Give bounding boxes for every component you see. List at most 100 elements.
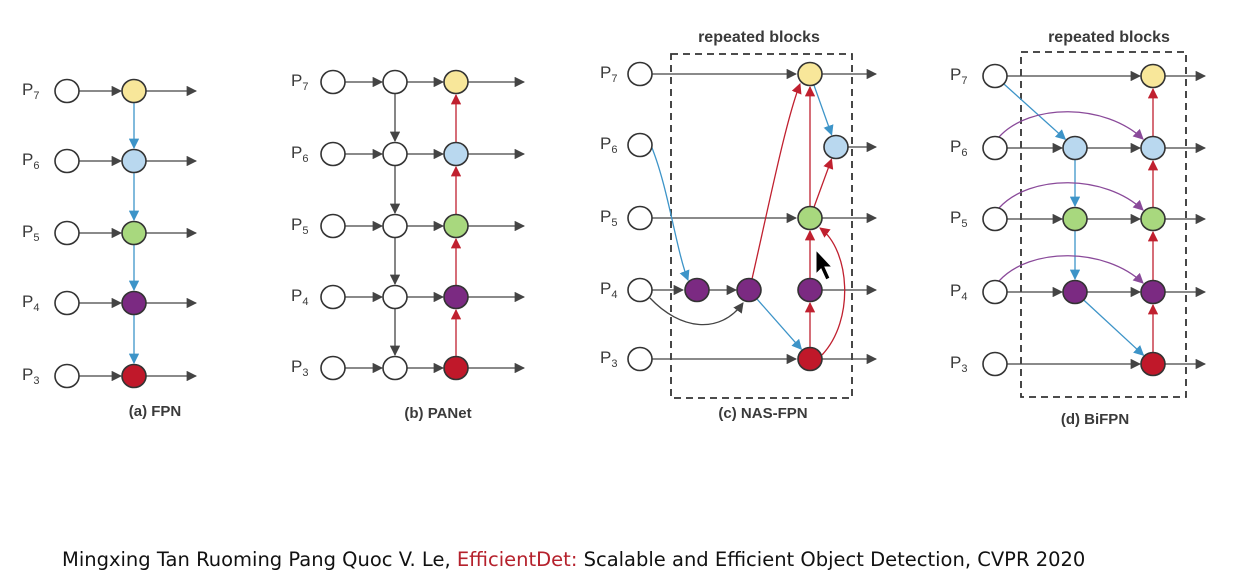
panet-mid-node-p6 [382,141,408,167]
citation: Mingxing Tan Ruoming Pang Quoc V. Le, Ef… [62,548,1085,571]
bifpn-mid-node-p5 [1062,206,1088,232]
panel-panet: P7 P6 P5 P4 P3 [291,69,526,381]
nasfpn-output-node-p7 [797,61,823,87]
fpn-input-node-p5 [54,220,80,246]
panet-input-node-p3 [320,355,346,381]
panet-input-node-p6 [320,141,346,167]
nasfpn-p4-skip-edge [649,297,744,326]
panet-mid-node-p3 [382,355,408,381]
fpn-label-p7: P7 [22,80,39,102]
bifpn-output-node-p3 [1140,351,1166,377]
nasfpn-p3-to-p5-edge [819,227,846,356]
panel-fpn: P7 P6 P5 P4 P3 [22,78,198,389]
caption-bifpn: (d) BiFPN [1061,411,1129,428]
bifpn-output-node-p6 [1140,135,1166,161]
bifpn-input-node-p7 [982,63,1008,89]
bifpn-p4-to-p3-edge [1083,299,1145,356]
bifpn-input-node-p3 [982,351,1008,377]
bifpn-input-node-p5 [982,206,1008,232]
nasfpn-input-node-p7 [627,61,653,87]
fpn-output-node-p4 [121,290,147,316]
nasfpn-output-node-p4 [797,277,823,303]
bifpn-output-node-p7 [1140,63,1166,89]
fpn-label-p3: P3 [22,365,39,387]
panet-mid-node-p7 [382,69,408,95]
fpn-label-p5: P5 [22,222,39,244]
caption-fpn: (a) FPN [129,403,182,420]
bifpn-skip-edge-p5 [998,182,1144,211]
citation-rest: Scalable and Efficient Object Detection,… [577,548,1086,571]
repeat-label-bifpn: repeated blocks [1048,29,1170,46]
nasfpn-input-node-p4 [627,277,653,303]
panet-label-p3: P3 [291,357,308,379]
bifpn-label-p6: P6 [950,137,967,159]
panet-mid-node-p5 [382,213,408,239]
bifpn-input-node-p4 [982,279,1008,305]
nasfpn-p4-intermediate-node-b [736,277,762,303]
nasfpn-p4b-to-p7-edge [751,83,802,280]
bifpn-mid-node-p4 [1062,279,1088,305]
panet-input-node-p7 [320,69,346,95]
nasfpn-label-p3: P3 [600,348,617,370]
nasfpn-output-node-p6 [823,134,849,160]
bifpn-p7-to-p6-edge [1003,83,1067,140]
panet-output-node-p7 [443,69,469,95]
fpn-input-node-p7 [54,78,80,104]
fpn-output-node-p5 [121,220,147,246]
nasfpn-p4b-to-p3-edge [756,298,803,351]
cursor-arrow-icon [815,248,834,281]
nasfpn-output-node-p3 [797,346,823,372]
panet-input-node-p5 [320,213,346,239]
fpn-label-p6: P6 [22,150,39,172]
panet-output-node-p3 [443,355,469,381]
nasfpn-p7-to-p6-edge [813,85,834,136]
nasfpn-label-p6: P6 [600,134,617,156]
fpn-output-node-p6 [121,148,147,174]
panet-label-p4: P4 [291,286,308,308]
bifpn-skip-edge-p6 [998,111,1144,140]
nasfpn-p5-to-p6-edge [813,158,834,207]
fpn-output-node-p7 [121,78,147,104]
nasfpn-p4-intermediate-node-a [684,277,710,303]
bifpn-label-p3: P3 [950,353,967,375]
bifpn-label-p7: P7 [950,65,967,87]
nasfpn-input-node-p3 [627,346,653,372]
panet-label-p6: P6 [291,143,308,165]
bifpn-skip-edge-p4 [998,255,1144,284]
nasfpn-label-p4: P4 [600,279,617,301]
bifpn-repeated-block-box [1020,51,1187,398]
bifpn-label-p5: P5 [950,208,967,230]
citation-paper-title-highlight: EfficientDet: [456,548,578,571]
nasfpn-output-node-p5 [797,205,823,231]
panet-output-node-p5 [443,213,469,239]
repeat-label-nasfpn: repeated blocks [698,29,820,46]
fpn-input-node-p3 [54,363,80,389]
panet-label-p7: P7 [291,71,308,93]
nasfpn-label-p5: P5 [600,207,617,229]
panet-input-node-p4 [320,284,346,310]
nasfpn-input-node-p6 [627,132,653,158]
nasfpn-input-node-p5 [627,205,653,231]
nasfpn-label-p7: P7 [600,63,617,85]
panet-output-node-p6 [443,141,469,167]
bifpn-output-node-p4 [1140,279,1166,305]
fpn-label-p4: P4 [22,292,39,314]
bifpn-input-node-p6 [982,135,1008,161]
fpn-input-node-p4 [54,290,80,316]
bifpn-mid-node-p6 [1062,135,1088,161]
caption-panet: (b) PANet [404,405,471,422]
nasfpn-p6-to-p4a-edge [649,142,690,281]
citation-authors: Mingxing Tan Ruoming Pang Quoc V. Le, [62,548,457,571]
fpn-input-node-p6 [54,148,80,174]
bifpn-label-p4: P4 [950,281,967,303]
nasfpn-repeated-block-box [670,53,853,399]
fpn-output-node-p3 [121,363,147,389]
panel-bifpn: P7 P6 P5 P4 P3 [950,51,1207,398]
panet-output-node-p4 [443,284,469,310]
caption-nasfpn: (c) NAS-FPN [718,405,807,422]
panet-label-p5: P5 [291,215,308,237]
panel-nasfpn: P7 P6 P5 P4 P3 [600,53,878,399]
panet-mid-node-p4 [382,284,408,310]
bifpn-output-node-p5 [1140,206,1166,232]
